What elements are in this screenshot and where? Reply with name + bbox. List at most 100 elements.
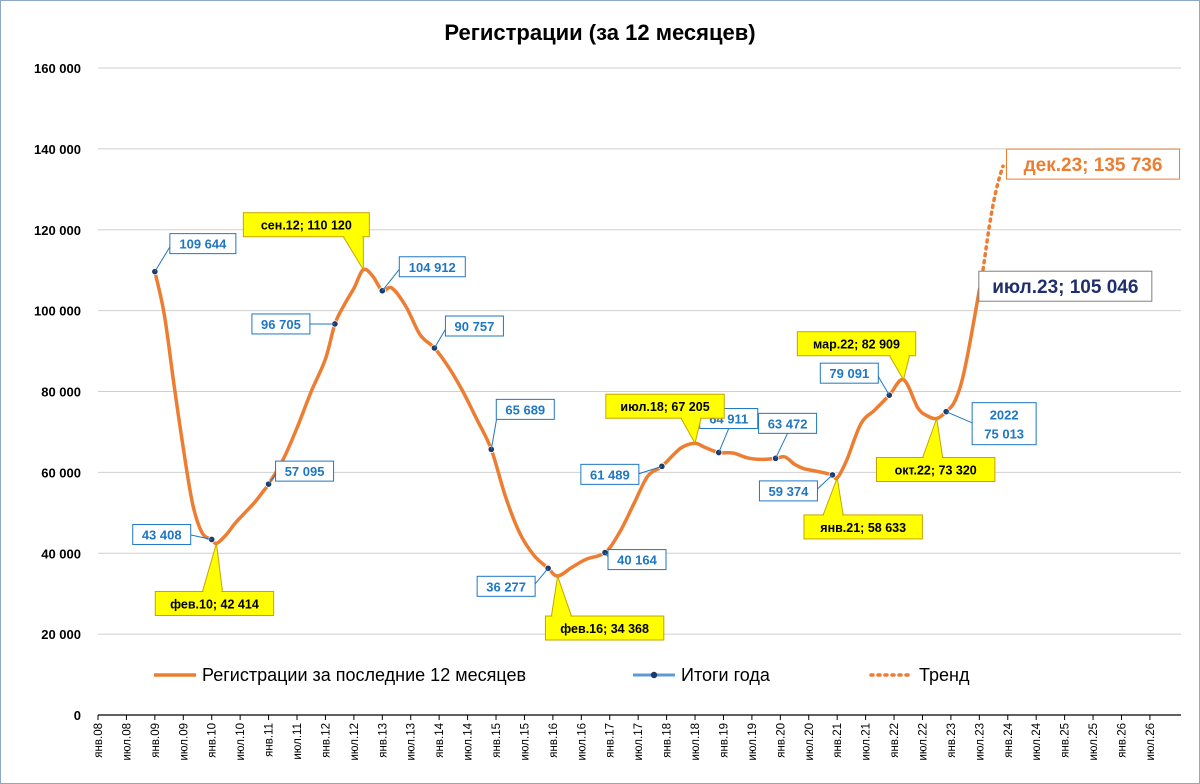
callout-box xyxy=(544,615,665,641)
callout-box xyxy=(580,463,640,485)
y-tick-label: 0 xyxy=(74,708,81,723)
x-tick-label: июл.25 xyxy=(1088,723,1100,761)
y-tick-label: 100 000 xyxy=(34,304,81,319)
callout-leader xyxy=(775,433,789,459)
x-tick-label: июл.14 xyxy=(463,722,475,760)
x-tick-label: июл.19 xyxy=(747,723,759,761)
callout-label: июл.18; 67 205 xyxy=(620,400,709,414)
annotation-a2022: 79 091 xyxy=(819,362,890,396)
x-tick-label: июл.23 xyxy=(974,723,986,761)
x-tick-label: июл.16 xyxy=(576,723,588,761)
x-tick-label: июл.12 xyxy=(349,723,361,761)
x-tick-label: июл.26 xyxy=(1145,723,1157,761)
x-tick-label: янв.13 xyxy=(377,723,389,758)
callout-label: 40 164 xyxy=(617,553,658,568)
x-tick-label: янв.24 xyxy=(1003,722,1015,757)
callout-box xyxy=(819,362,879,384)
annotation-y6: мар.22; 82 909 xyxy=(796,331,917,382)
x-tick-label: июл.09 xyxy=(178,723,190,761)
y-tick-label: 60 000 xyxy=(41,465,81,480)
annotation-a2018: 61 489 xyxy=(580,463,663,485)
callout-label: окт.22; 73 320 xyxy=(895,464,977,478)
annotation-a2020: 63 472 xyxy=(758,412,818,459)
callout-leader xyxy=(188,533,212,540)
annotation-big2: июл.23; 105 046 xyxy=(978,270,1153,302)
x-tick-label: янв.15 xyxy=(491,723,503,758)
x-tick-label: янв.18 xyxy=(662,723,674,758)
callout-label: 2022 xyxy=(990,408,1019,423)
x-tick-label: июл.13 xyxy=(406,723,418,761)
y-tick-label: 140 000 xyxy=(34,142,81,157)
callout-box xyxy=(132,523,192,545)
x-tick-label: янв.11 xyxy=(264,723,276,757)
annotation-a2014: 90 757 xyxy=(433,315,504,349)
annotation-a2012: 96 705 xyxy=(251,313,335,335)
callout-pointer xyxy=(680,417,702,445)
annotation-y1: фев.10; 42 414 xyxy=(154,543,275,616)
x-tick-label: янв.21 xyxy=(832,723,844,758)
callout-pointer xyxy=(550,575,573,617)
callout-pointer xyxy=(888,355,911,382)
callout-label: 104 912 xyxy=(409,260,456,275)
x-tick-label: янв.20 xyxy=(775,723,787,758)
x-tick-label: июл.24 xyxy=(1031,722,1043,760)
x-tick-label: янв.26 xyxy=(1116,723,1128,758)
annotation-big1: дек.23; 135 736 xyxy=(1005,148,1181,180)
main-series-line xyxy=(153,267,982,578)
callout-label: 36 277 xyxy=(486,579,526,594)
callout-label: 59 374 xyxy=(769,484,810,499)
callout-label: дек.23; 135 736 xyxy=(1024,155,1163,176)
x-axis: янв.08 июл.08 янв.09 июл.09 янв.10 июл.10 янв.… xyxy=(93,714,1181,761)
callout-pointer xyxy=(921,418,944,459)
callout-label: 90 757 xyxy=(455,319,495,334)
annual-point xyxy=(658,462,666,470)
annotation-a2010: 43 408 xyxy=(132,523,212,545)
x-tick-label: июл.11 xyxy=(292,723,304,760)
annotation-y5: янв.21; 58 633 xyxy=(803,475,923,540)
callout-leader xyxy=(154,243,173,272)
callout-box xyxy=(971,402,1037,446)
x-tick-label: янв.19 xyxy=(718,723,730,758)
annotation-a2015: 65 689 xyxy=(490,398,555,450)
annotation-a2021: 59 374 xyxy=(758,474,833,502)
x-tick-label: июл.08 xyxy=(121,723,133,761)
callout-label: 109 644 xyxy=(179,237,227,252)
callout-label: 75 013 xyxy=(984,427,1024,442)
callout-box xyxy=(242,212,370,238)
annotation-a2013: 104 912 xyxy=(381,256,466,292)
annual-point xyxy=(942,408,950,416)
annotation-a2017: 40 164 xyxy=(604,549,667,571)
callout-leader xyxy=(945,411,975,425)
x-tick-label: янв.12 xyxy=(320,723,332,758)
callout-label: 63 472 xyxy=(768,416,808,431)
x-tick-label: июл.15 xyxy=(519,723,531,761)
annotation-y4: июл.18; 67 205 xyxy=(605,393,725,445)
callout-leader xyxy=(636,465,663,475)
callout-box xyxy=(476,575,536,597)
callout-pointer xyxy=(822,475,844,516)
annotation-y3: фев.16; 34 368 xyxy=(544,575,665,641)
legend-item-main: Регистрации за последние 12 месяцев xyxy=(154,665,526,685)
x-tick-label: янв.09 xyxy=(150,723,162,758)
legend-label: Тренд xyxy=(919,665,970,685)
legend-item-annual: Итоги года xyxy=(633,665,771,685)
legend-label: Итоги года xyxy=(681,665,771,685)
callout-pointer xyxy=(342,236,364,272)
callout-label: июл.23; 105 046 xyxy=(992,277,1138,298)
callout-box xyxy=(758,412,818,434)
callout-label: фев.10; 42 414 xyxy=(170,597,259,611)
callout-leader xyxy=(815,474,833,492)
callout-box xyxy=(605,393,725,419)
annotation-a2011: 57 095 xyxy=(268,460,335,485)
x-tick-label: июл.22 xyxy=(917,723,929,761)
y-tick-label: 80 000 xyxy=(41,385,81,400)
legend-label: Регистрации за последние 12 месяцев xyxy=(202,665,526,685)
callout-pointer xyxy=(201,543,224,592)
callout-leader xyxy=(381,266,402,292)
callout-box xyxy=(398,256,466,278)
callout-box xyxy=(495,398,555,420)
callout-box xyxy=(803,514,923,540)
y-tick-label: 20 000 xyxy=(41,627,81,642)
y-tick-label: 160 000 xyxy=(34,61,81,76)
x-tick-label: янв.22 xyxy=(889,723,901,758)
